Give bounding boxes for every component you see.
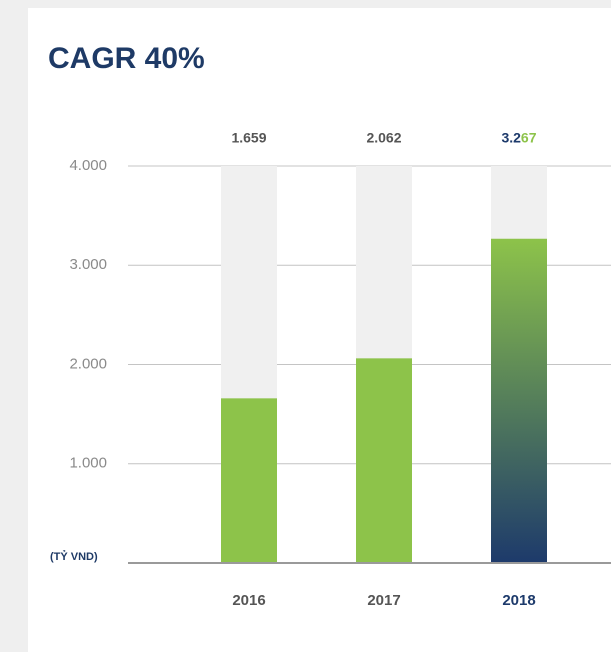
y-tick-label: 4.000 bbox=[69, 157, 107, 174]
bar bbox=[221, 398, 277, 563]
bar bbox=[356, 358, 412, 563]
value-label: 3.267 bbox=[501, 130, 536, 146]
y-tick-label: 3.000 bbox=[69, 256, 107, 273]
value-label: 2.062 bbox=[366, 130, 401, 146]
chart-title: CAGR 40% bbox=[48, 42, 205, 75]
y-unit: (TỶ VND) bbox=[50, 550, 98, 563]
value-label: 1.659 bbox=[231, 130, 266, 146]
x-tick-label: 2017 bbox=[367, 592, 400, 609]
x-tick-label: 2016 bbox=[232, 592, 265, 609]
x-tick-label: 2018 bbox=[502, 592, 535, 609]
bar bbox=[491, 238, 547, 563]
y-tick-label: 1.000 bbox=[69, 455, 107, 472]
y-tick-label: 2.000 bbox=[69, 355, 107, 372]
